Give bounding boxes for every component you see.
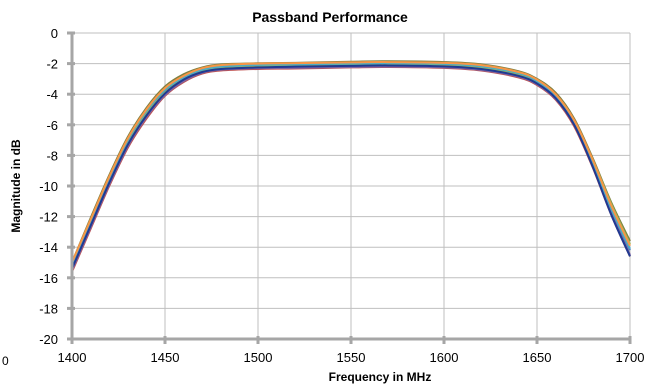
y-tick-label: -18 [39,301,58,316]
x-tick-labels: 1400 1450 1500 1550 1600 1650 1700 [58,350,645,365]
y-tick-label: -2 [46,57,58,72]
stray-label: 0 [2,354,9,368]
axes [67,31,632,344]
y-tick-label: -14 [39,240,58,255]
x-tick-label: 1600 [430,350,459,365]
y-tick-label: -16 [39,271,58,286]
y-tick-label: -20 [39,332,58,347]
y-tick-label: -6 [46,118,58,133]
x-tick-label: 1650 [523,350,552,365]
series-line-7 [71,61,631,263]
x-tick-label: 1400 [58,350,87,365]
x-tick-label: 1450 [151,350,180,365]
x-tick-label: 1500 [244,350,273,365]
y-tick-label: -10 [39,179,58,194]
series-line-8 [71,64,631,270]
series-lines [71,60,631,273]
y-axis-label: Magnitude in dB [9,139,23,233]
x-tick-label: 1550 [337,350,366,365]
y-tick-labels: 0 -2 -4 -6 -8 -10 -12 -14 -16 -18 -20 [39,26,58,347]
y-tick-label: 0 [51,26,58,41]
x-axis-label: Frequency in MHz [329,370,432,384]
x-tick-label: 1700 [616,350,645,365]
y-tick-label: -4 [46,87,58,102]
y-tick-label: -12 [39,210,58,225]
chart-title: Passband Performance [252,9,408,25]
y-tick-label: -8 [46,148,58,163]
